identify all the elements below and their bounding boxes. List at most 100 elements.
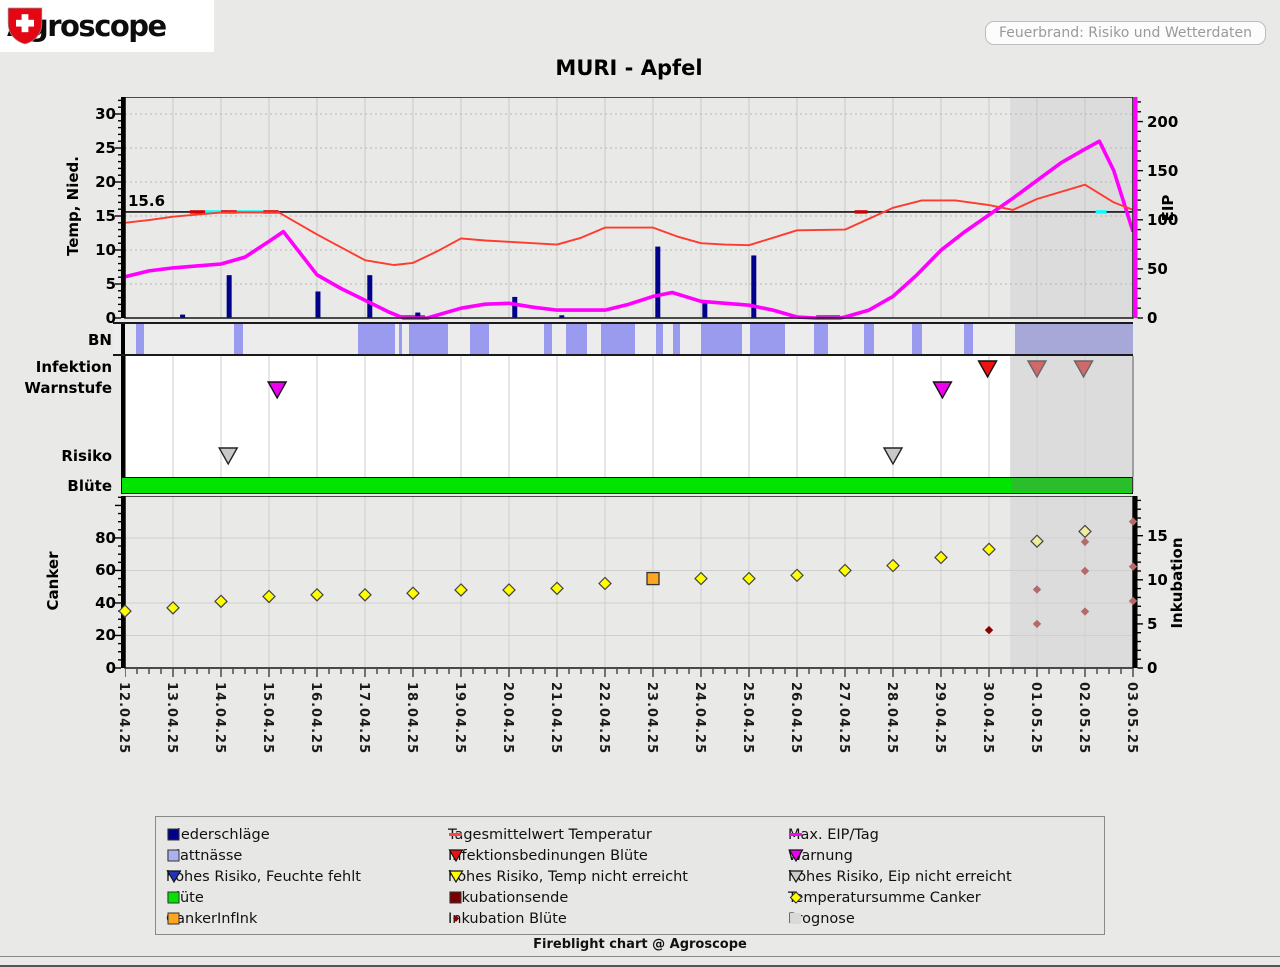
row-label-bn: BN xyxy=(88,331,112,349)
blattnaesse-segment xyxy=(469,324,489,354)
legend-item: Temperatursumme Canker xyxy=(788,887,1012,908)
row-label-warnstufe: Warnstufe xyxy=(24,379,112,397)
legend-item-label: Prognose xyxy=(788,910,855,927)
precipitation-bar xyxy=(702,303,708,318)
temp-threshold-label: 15.6 xyxy=(128,192,166,210)
legend-column: Tagesmittelwert Temperatur Infektionsbedi… xyxy=(448,824,688,929)
diamond-marker xyxy=(1128,596,1138,606)
triangle-marker xyxy=(1073,360,1094,379)
legend-swatch-square xyxy=(790,913,801,924)
temp-axis-tick: 20 xyxy=(95,173,116,191)
precipitation-bar xyxy=(180,314,186,318)
diamond-marker xyxy=(406,586,420,601)
legend-swatch-triangle xyxy=(448,849,464,863)
legend-swatch-triangle xyxy=(788,849,804,863)
temp-axis-tick: 30 xyxy=(95,105,116,123)
date-label: 02.05.25 xyxy=(1076,682,1091,755)
date-label: 24.04.25 xyxy=(692,682,707,755)
canker-axis-tick: 40 xyxy=(95,593,116,612)
diamond-marker xyxy=(934,550,948,565)
footer-divider xyxy=(0,956,1280,957)
inkubation-axis-tick: 10 xyxy=(1147,570,1168,589)
date-label: 27.04.25 xyxy=(836,682,851,755)
blattnaesse-segment xyxy=(601,324,636,354)
date-label: 17.04.25 xyxy=(356,682,371,755)
date-label: 14.04.25 xyxy=(212,682,227,755)
diamond-marker xyxy=(118,604,132,618)
legend-item: hohes Risiko, Temp nicht erreicht xyxy=(448,866,688,887)
blattnaesse-segment xyxy=(863,324,874,354)
diamond-marker xyxy=(1128,517,1138,526)
bn-axis-start xyxy=(121,324,125,354)
legend-item-label: hohes Risiko, Eip nicht erreicht xyxy=(788,868,1012,885)
temp-axis-tick: 0 xyxy=(105,309,116,327)
row-label-infektion: Infektion xyxy=(35,358,112,376)
legend-item-label: Max. EIP/Tag xyxy=(788,826,879,843)
eip-axis-tick: 150 xyxy=(1147,161,1179,180)
triangle-marker xyxy=(1026,360,1048,379)
row-label-bluete: Blüte xyxy=(67,477,112,495)
canker-infink-marker xyxy=(646,571,660,586)
date-label: 23.04.25 xyxy=(644,682,659,755)
triangle-marker xyxy=(266,381,288,400)
date-label: 20.04.25 xyxy=(500,682,515,755)
temperature-line xyxy=(124,183,1134,266)
precipitation-bar xyxy=(655,246,661,318)
date-label: 26.04.25 xyxy=(788,682,803,755)
diamond-marker xyxy=(694,571,708,586)
canker-axis-tick: 20 xyxy=(95,626,116,645)
precipitation-bar xyxy=(315,291,321,318)
diamond-marker xyxy=(550,581,564,596)
legend-box: Niederschläge Blattnässe hohes Risiko, Feu… xyxy=(155,816,1105,935)
legend-column: Niederschläge Blattnässe hohes Risiko, Feu… xyxy=(166,824,361,929)
inkubation-axis-tick: 5 xyxy=(1147,614,1158,633)
footer-credit: Fireblight chart @ Agroscope xyxy=(533,937,747,952)
bottom-chart-svg xyxy=(115,496,1143,669)
legend-swatch-square xyxy=(167,891,180,904)
precipitation-bar xyxy=(367,275,373,318)
agroscope-logo: Agroscope xyxy=(0,0,214,52)
legend-swatch-dash xyxy=(449,833,462,836)
row-label-risiko: Risiko xyxy=(61,447,112,465)
diamond-marker xyxy=(502,583,516,597)
diamond-marker xyxy=(742,571,756,586)
date-label: 13.04.25 xyxy=(164,682,179,755)
date-label: 19.04.25 xyxy=(452,682,467,755)
blattnaesse-segment xyxy=(358,324,395,354)
page-title: MURI - Apfel xyxy=(555,56,703,80)
blattnaesse-segment xyxy=(544,324,552,354)
precipitation-bar xyxy=(226,275,232,318)
triangle-marker xyxy=(882,447,904,466)
legend-item-label: Inkubation Blüte xyxy=(448,910,567,927)
date-label: 30.04.25 xyxy=(980,682,995,755)
diamond-marker xyxy=(886,558,900,573)
legend-item-label: Warnung xyxy=(788,847,853,864)
legend-swatch-square xyxy=(449,891,462,904)
legend-item-label: Inkubationsende xyxy=(448,889,569,906)
diamond-marker xyxy=(1080,537,1090,547)
legend-swatch-small-diamond xyxy=(453,915,459,922)
legend-item: Blüte xyxy=(166,887,361,908)
diamond-marker xyxy=(1032,619,1042,629)
marker-band-svg xyxy=(121,356,1134,477)
triangle-marker xyxy=(218,447,239,466)
temp-axis-tick: 25 xyxy=(95,139,116,157)
canker-axis-tick: 60 xyxy=(95,561,116,580)
date-label: 18.04.25 xyxy=(404,682,419,755)
legend-swatch-triangle xyxy=(166,870,182,884)
canker-axis-tick: 80 xyxy=(95,528,116,547)
precipitation-bar xyxy=(415,312,421,318)
diamond-marker xyxy=(1078,524,1092,539)
swiss-shield-icon xyxy=(7,7,43,45)
legend-column: Max. EIP/Tag Warnung hohes Risiko, Eip nic… xyxy=(788,824,1012,929)
precipitation-bar xyxy=(512,296,518,318)
legend-item: Blattnässe xyxy=(166,845,361,866)
diamond-marker xyxy=(214,594,228,609)
bluete-prognose-overlay xyxy=(1011,478,1134,492)
temp-axis-tick: 5 xyxy=(105,275,116,293)
legend-item: CankerInfInk xyxy=(166,908,361,929)
legend-swatch-triangle xyxy=(448,870,464,884)
eip-axis-tick: 0 xyxy=(1147,309,1158,327)
legend-item: Infektionsbedinungen Blüte xyxy=(448,845,688,866)
legend-item-label: hohes Risiko, Temp nicht erreicht xyxy=(448,868,688,885)
